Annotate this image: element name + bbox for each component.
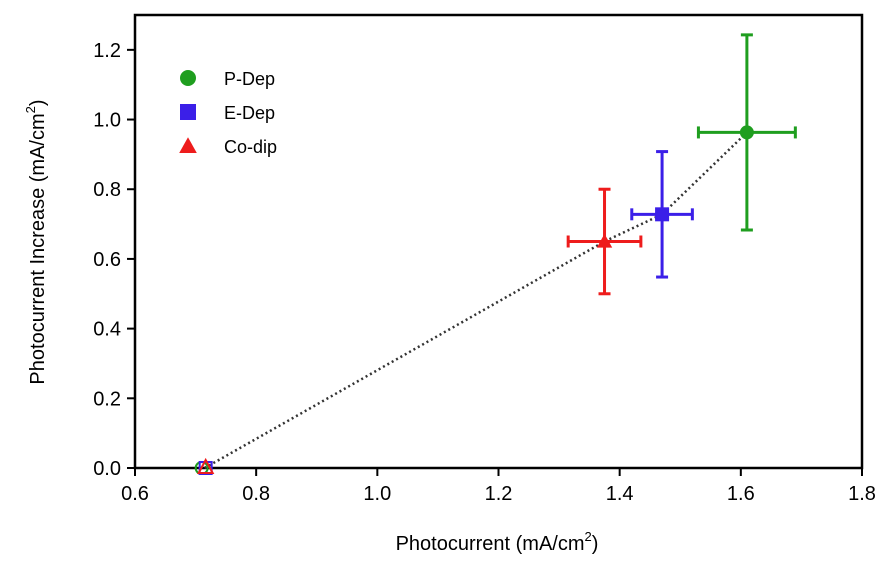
legend-label-co-dip: Co-dip xyxy=(224,137,277,157)
y-axis-label-main: Photocurrent Increase (mA/cm xyxy=(27,113,49,384)
legend-label-e-dep: E-Dep xyxy=(224,103,275,123)
x-tick-label: 0.6 xyxy=(121,483,149,505)
legend-marker-e-dep xyxy=(180,104,196,120)
y-tick-label: 0.4 xyxy=(93,319,121,341)
x-tick-label: 1.8 xyxy=(848,483,876,505)
y-axis-label-sup: 2 xyxy=(23,106,38,113)
data-point-p-dep xyxy=(739,125,754,140)
legend-item-co-dip: Co-dip xyxy=(179,137,277,157)
series-p-dep xyxy=(696,33,797,232)
legend-label-p-dep: P-Dep xyxy=(224,69,275,89)
x-axis-label: Photocurrent (mA/cm2) xyxy=(396,529,599,555)
x-axis-ticks: 0.6 0.8 1.0 1.2 1.4 1.6 1.8 xyxy=(121,468,876,505)
x-tick-label: 1.4 xyxy=(606,483,634,505)
legend-marker-co-dip xyxy=(179,137,197,154)
series-co-dip xyxy=(566,187,643,296)
y-axis-label-end: ) xyxy=(27,99,49,106)
y-tick-label: 0.8 xyxy=(93,179,121,201)
y-axis-ticks: 0.0 0.2 0.4 0.6 0.8 1.0 1.2 xyxy=(93,40,135,480)
y-tick-label: 0.2 xyxy=(93,388,121,410)
trend-line-group xyxy=(204,131,748,470)
y-axis-label: Photocurrent Increase (mA/cm2) xyxy=(23,99,49,384)
data-point-co-dip xyxy=(596,233,613,248)
x-axis-label-sup: 2 xyxy=(585,529,592,544)
x-tick-label: 1.0 xyxy=(363,483,391,505)
y-tick-label: 0.0 xyxy=(93,458,121,480)
y-tick-label: 1.2 xyxy=(93,40,121,62)
y-tick-label: 0.6 xyxy=(93,249,121,271)
legend-item-e-dep: E-Dep xyxy=(180,103,275,123)
x-tick-label: 1.2 xyxy=(485,483,513,505)
data-point-e-dep xyxy=(655,207,670,222)
x-axis-label-main: Photocurrent (mA/cm xyxy=(396,533,585,555)
x-axis-label-end: ) xyxy=(592,533,599,555)
legend-marker-p-dep xyxy=(180,70,196,86)
y-tick-label: 1.0 xyxy=(93,110,121,132)
x-tick-label: 1.6 xyxy=(727,483,755,505)
origin-markers xyxy=(194,457,215,475)
legend-item-p-dep: P-Dep xyxy=(180,69,275,89)
x-tick-label: 0.8 xyxy=(242,483,270,505)
origin-marker-co-dip xyxy=(196,457,215,474)
legend: P-Dep E-Dep Co-dip xyxy=(179,69,277,157)
data-points xyxy=(566,33,797,296)
trend-line xyxy=(204,131,748,470)
series-e-dep xyxy=(630,150,694,279)
